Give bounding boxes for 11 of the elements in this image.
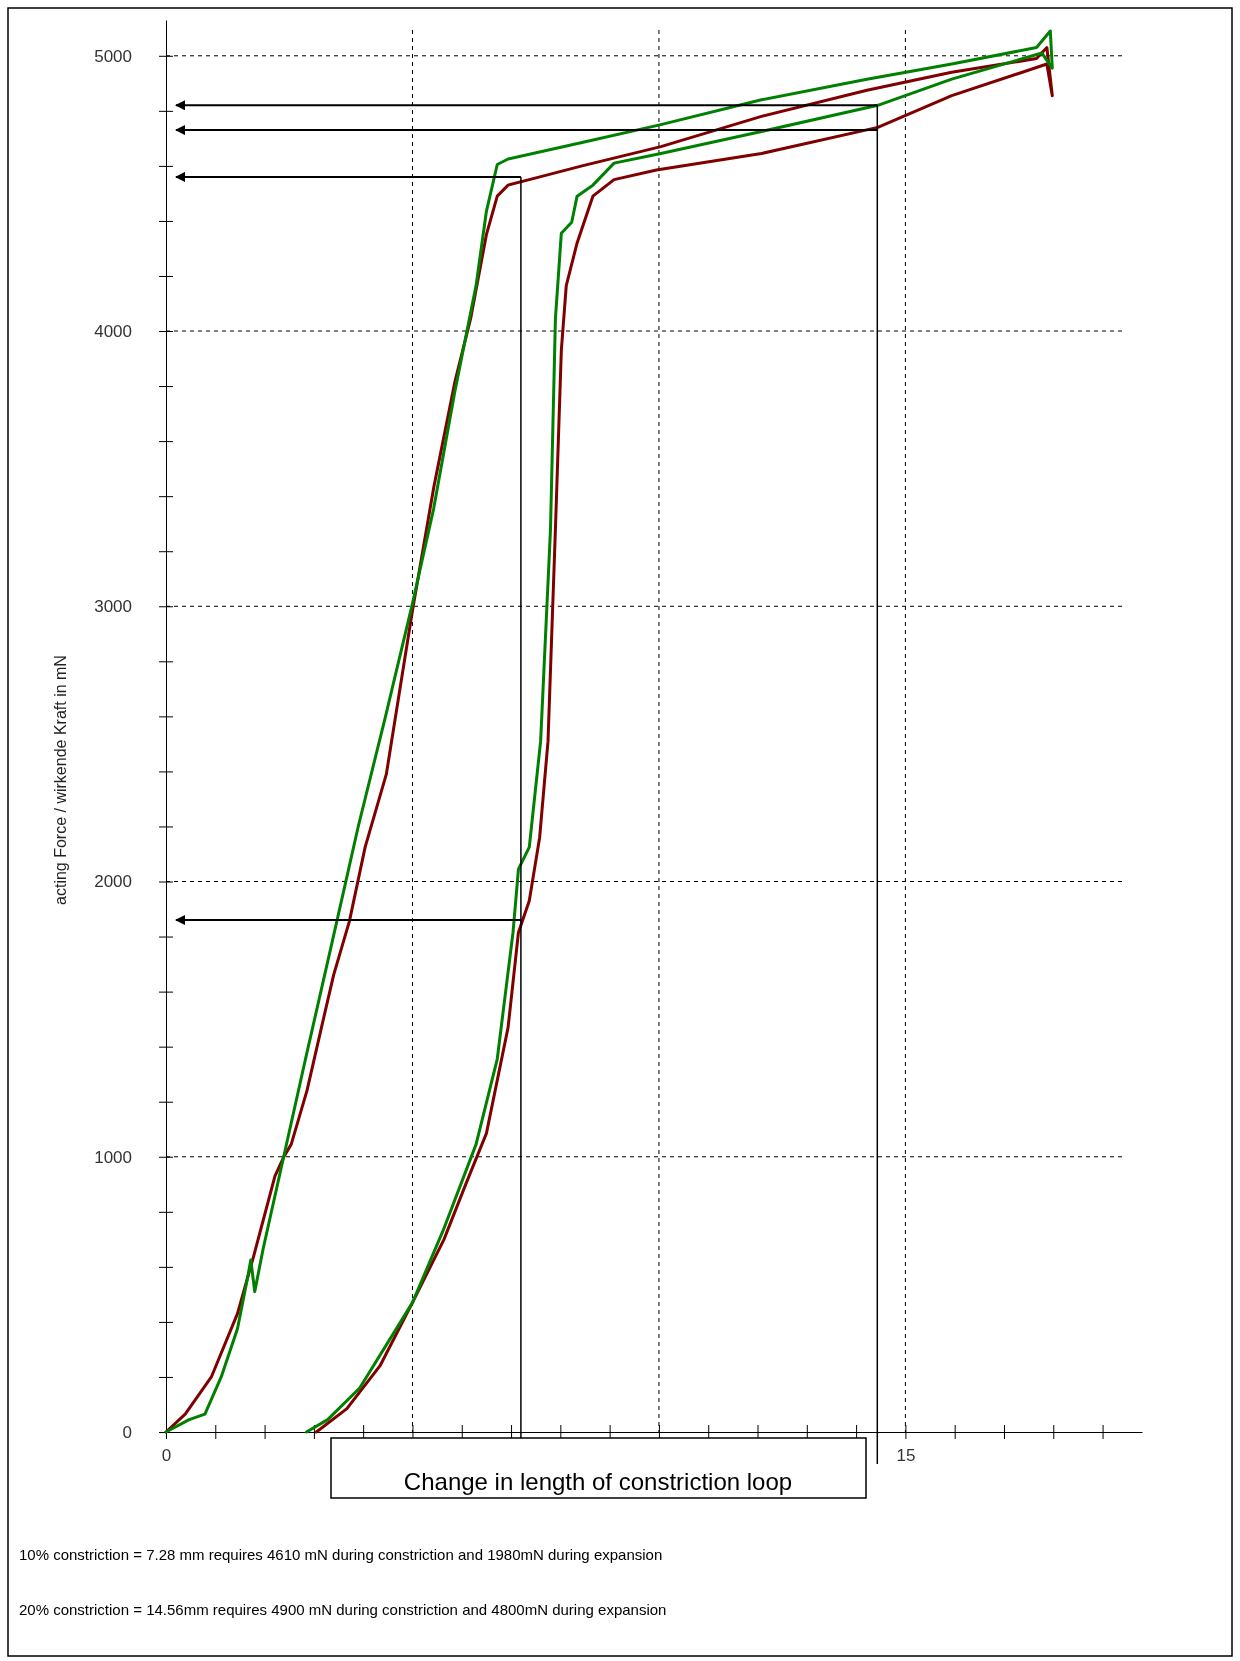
- x-axis-title: Change in length of constriction loop: [403, 1468, 793, 1495]
- text: 10% constriction = 7.28 mm requires 4610 mN during constriction and 1980mN during expansion: [19, 1546, 663, 1563]
- y-axis-title: acting Force / wirkende Kraft in mN: [52, 655, 69, 905]
- y-tick-label: 1000: [94, 1147, 132, 1167]
- x-tick-label: 15: [896, 1445, 916, 1465]
- y-tick-label: 5000: [94, 46, 132, 66]
- y-tick-label: 4000: [94, 321, 132, 341]
- y-tick-label: 2000: [94, 872, 132, 892]
- y-tick-label: 0: [122, 1422, 132, 1442]
- y-tick-label: 3000: [94, 597, 132, 617]
- text: 20% constriction = 14.56mm requires 4900 mN during constriction and 4800mN during expansion: [19, 1601, 667, 1618]
